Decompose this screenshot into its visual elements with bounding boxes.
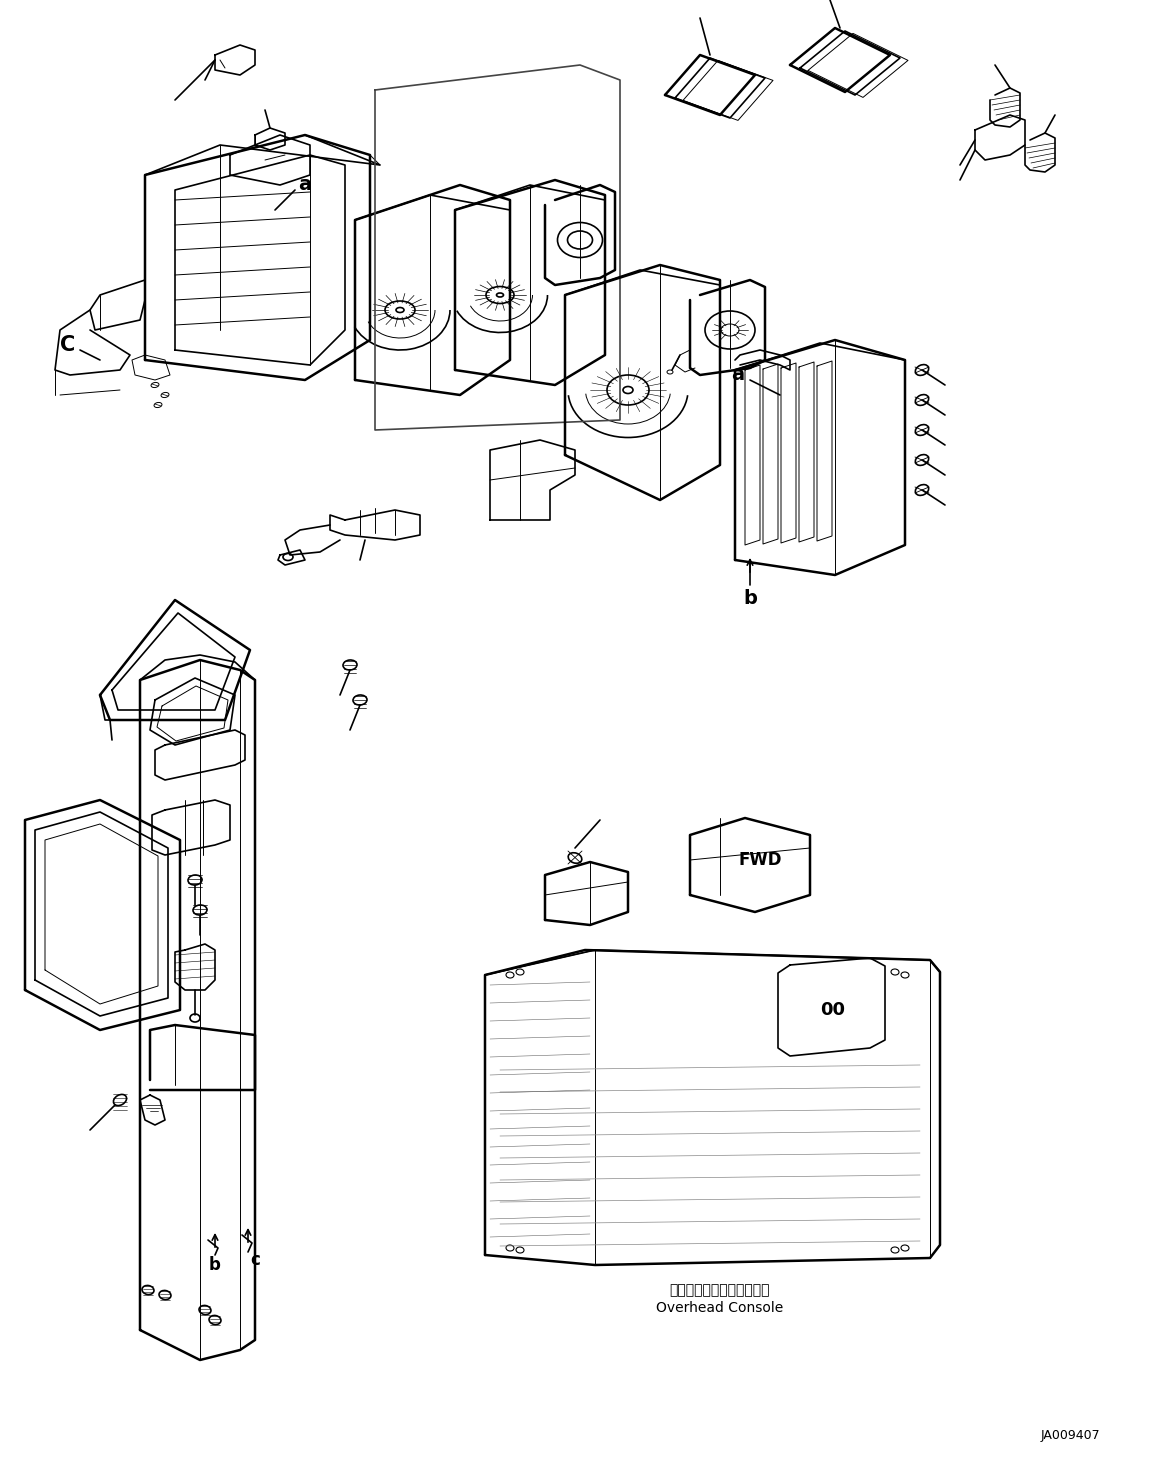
Text: a: a xyxy=(731,366,744,385)
Text: b: b xyxy=(743,589,757,608)
Text: b: b xyxy=(209,1256,221,1273)
Text: c: c xyxy=(250,1252,260,1269)
Text: 00: 00 xyxy=(821,1001,845,1018)
Text: FWD: FWD xyxy=(738,851,781,868)
Text: a: a xyxy=(298,175,311,194)
Text: オーバーヘッドコンソール: オーバーヘッドコンソール xyxy=(670,1284,770,1297)
Text: C: C xyxy=(60,335,75,356)
Text: Overhead Console: Overhead Console xyxy=(656,1301,784,1316)
Text: JA009407: JA009407 xyxy=(1040,1428,1099,1441)
